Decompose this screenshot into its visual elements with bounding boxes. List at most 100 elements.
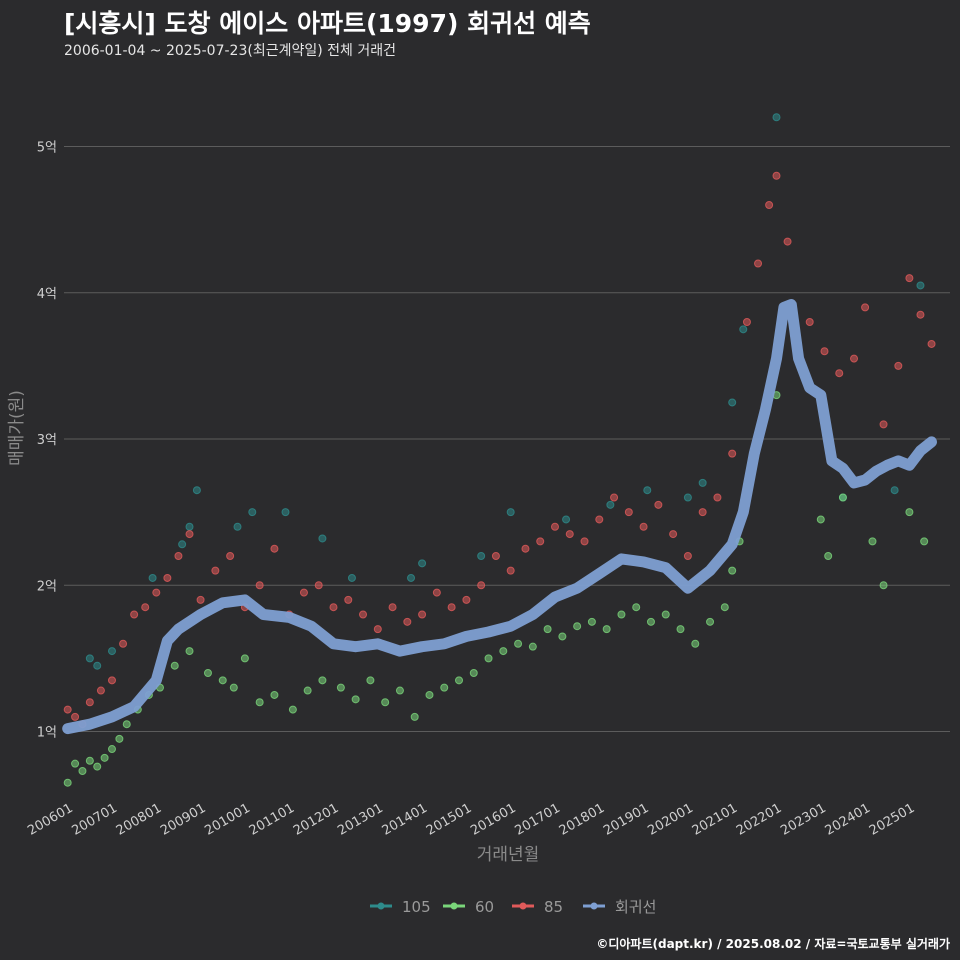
legend-item-회귀선: 회귀선 [583,898,656,916]
data-point-60 [720,603,729,612]
legend-label: 60 [475,898,494,916]
data-point-85 [477,581,486,590]
data-point-60 [484,654,493,663]
legend-item-105: 105 [370,898,431,916]
legend-item-85: 85 [512,898,563,916]
data-point-105 [281,508,290,517]
legend-swatch-dot [590,902,598,910]
data-point-85 [595,515,604,524]
regression-line [62,299,937,735]
data-point-85 [805,318,814,326]
data-point-85 [152,588,161,597]
x-tick-label: 200901 [158,801,208,839]
data-point-105 [192,486,201,495]
data-point-60 [440,683,449,692]
data-point-105 [683,493,692,502]
data-point-60 [71,759,80,768]
y-tick-label: 2억 [37,579,57,594]
data-point-105 [606,500,615,509]
chart-subtitle: 2006-01-04 ~ 2025-07-23(최근계약일) 전체 거래건 [64,43,396,59]
y-tick-label: 4억 [37,287,57,302]
data-point-85 [130,610,139,619]
data-point-60 [816,515,825,524]
data-point-85 [329,603,338,612]
data-point-60 [381,698,390,707]
data-point-85 [163,573,172,582]
data-point-85 [580,537,589,546]
data-point-85 [418,610,427,619]
data-point-105 [772,113,781,122]
data-point-105 [739,325,748,334]
data-point-85 [713,493,722,502]
data-point-105 [698,478,707,487]
x-tick-label: 201601 [468,801,518,839]
source-credit: ©디아파트(dapt.kr) / 2025.08.02 / 자료=국토교통부 실… [596,937,950,951]
data-point-105 [643,486,652,495]
data-point-60 [691,639,700,648]
x-tick-labels: 2006012007012008012009012010012011012012… [25,801,917,839]
data-point-105 [728,398,737,407]
data-point-85 [550,522,559,531]
data-point-85 [879,420,888,429]
data-point-60 [78,766,87,775]
data-point-85 [373,625,382,634]
data-point-60 [879,581,888,590]
data-point-60 [240,654,249,663]
data-point-85 [927,339,936,348]
x-tick-label: 202201 [734,801,784,839]
legend-swatch-dot [450,902,458,910]
data-point-85 [698,508,707,517]
x-tick-label: 200801 [114,801,164,839]
data-point-85 [314,581,323,590]
data-point-85 [462,595,471,604]
data-point-85 [669,530,678,539]
data-point-60 [573,622,582,631]
x-tick-label: 201801 [557,801,607,839]
data-point-85 [894,361,903,370]
x-axis-title: 거래년월 [477,845,540,865]
data-point-105 [347,573,356,582]
data-point-60 [528,642,537,651]
legend-label: 회귀선 [615,898,656,916]
x-tick-label: 201101 [247,801,297,839]
data-point-60 [824,552,833,560]
x-tick-label: 201001 [202,801,252,839]
data-point-60 [868,537,877,546]
data-point-85 [916,310,925,319]
data-point-85 [71,712,80,721]
data-point-60 [366,676,375,685]
scatter-points [63,113,936,787]
x-tick-label: 201901 [601,801,651,839]
data-point-85 [226,552,235,560]
data-point-60 [218,676,227,685]
data-point-105 [418,559,427,568]
data-point-105 [890,486,899,495]
chart-title: [시흥시] 도창 에이스 아파트(1997) 회귀선 예측 [64,9,591,38]
data-point-60 [255,698,264,707]
data-point-85 [850,354,859,363]
data-point-85 [521,544,530,553]
data-point-85 [63,705,72,714]
data-point-85 [344,595,353,604]
y-axis-title: 매매가(원) [7,390,27,466]
data-point-85 [639,522,648,531]
x-tick-label: 201401 [380,801,430,839]
data-point-60 [838,493,847,502]
data-point-60 [93,762,102,771]
regression-line-path [62,299,937,735]
y-tick-label: 3억 [37,433,57,448]
data-point-85 [388,603,397,612]
data-point-85 [565,530,574,539]
data-point-60 [514,639,523,648]
data-point-85 [119,639,128,648]
data-point-60 [351,695,360,704]
data-point-85 [174,552,183,560]
data-point-85 [432,588,441,597]
data-point-60 [410,712,419,721]
data-point-60 [706,617,715,626]
x-tick-label: 202101 [690,801,740,839]
data-point-60 [558,632,567,641]
data-point-105 [506,508,515,517]
data-point-105 [233,522,242,531]
x-tick-label: 201501 [424,801,474,839]
